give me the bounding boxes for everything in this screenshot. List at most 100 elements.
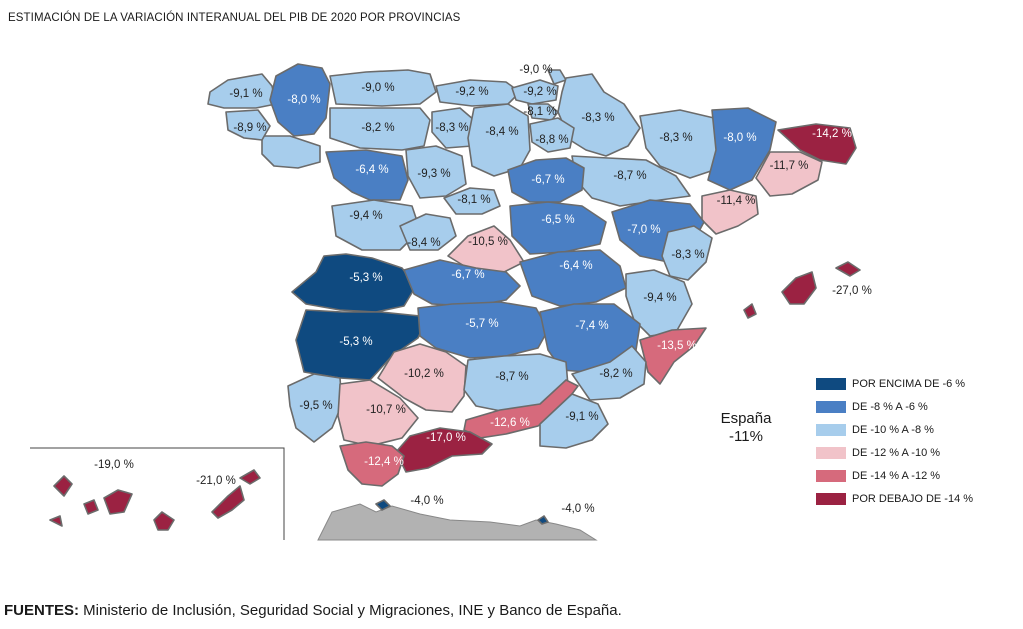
province-girona [777,123,857,165]
province-castellon [661,225,713,281]
legend-label: DE -10 % A -8 % [852,423,934,436]
sources-text: Ministerio de Inclusión, Seguridad Socia… [79,602,622,619]
province-larioja [529,117,575,153]
province-label-murcia: -8,2 % [599,368,632,380]
province-zamora [325,149,409,201]
province-vizcaya [511,79,559,105]
province-label-palencia: -8,3 % [435,122,468,134]
province-asturias [269,63,331,137]
province-melilla [537,515,549,525]
province-alava [527,103,559,121]
province-ciudadreal [417,301,549,359]
province-label-badajoz: -5,3 % [339,336,372,348]
legend-swatch [816,423,846,436]
province-segovia [443,187,501,215]
province-label-burgos: -8,4 % [485,126,518,138]
province-cuenca [519,249,627,307]
province-navarra [557,73,641,157]
province-barcelona [755,151,823,197]
province-label-tarragona: -11,4 % [717,195,756,207]
province-label-castellon: -8,3 % [671,249,704,261]
province-baleares [743,261,861,319]
north-africa-coast [317,503,598,541]
province-label-teruel: -7,0 % [627,224,660,236]
province-label-guipuzcoa: -9,0 % [519,64,552,76]
province-label-cadiz: -12,4 % [364,456,404,468]
province-label-toledo: -6,7 % [451,269,484,281]
province-label-alicante: -13,5 % [657,340,697,352]
legend-swatch [816,469,846,482]
province-label-melilla: -4,0 % [561,503,594,515]
province-label-valladolid: -9,3 % [417,168,450,180]
province-murcia [571,345,647,401]
province-almeria [539,393,609,449]
province-cadiz [339,441,405,487]
province-ceuta [375,499,391,511]
province-label-salamanca: -9,4 % [349,210,382,222]
province-label-zaragoza: -8,7 % [613,170,646,182]
province-label-coruna: -9,1 % [229,88,262,100]
legend-label: DE -14 % A -12 % [852,469,941,482]
province-label-cuenca: -6,4 % [559,260,592,272]
province-label-valencia: -9,4 % [643,292,676,304]
legend-item: POR DEBAJO DE -14 % [816,487,973,510]
province-label-baleares: -27,0 % [832,285,872,297]
province-label-laspalmas: -21,0 % [196,475,236,487]
legend-swatch [816,377,846,390]
legend-item: DE -14 % A -12 % [816,464,973,487]
province-label-pontevedra: -8,9 % [233,122,266,134]
province-lugo [435,79,521,107]
province-label-madrid: -10,5 % [468,236,508,248]
province-label-avila: -8,4 % [407,237,440,249]
province-label-sevilla: -10,7 % [366,404,406,416]
legend-item: DE -8 % A -6 % [816,395,973,418]
province-label-cantabria: -9,0 % [361,82,394,94]
province-label-granada: -12,6 % [490,417,530,429]
province-label-albacete: -7,4 % [575,320,608,332]
province-label-guadalajara: -6,5 % [541,214,574,226]
province-label-caceres: -5,3 % [349,272,382,284]
province-label-almeria: -9,1 % [565,411,598,423]
province-leon [329,107,431,151]
province-label-barcelona: -11,7 % [770,160,809,172]
province-label-segovia: -8,1 % [457,194,490,206]
province-label-lleida: -8,0 % [723,132,756,144]
legend: POR ENCIMA DE -6 % DE -8 % A -6 % DE -10… [816,372,973,510]
province-label-vizcaya: -9,2 % [523,86,556,98]
province-label-malaga: -17,0 % [426,432,466,444]
province-valladolid [405,145,467,199]
map-title: ESTIMACIÓN DE LA VARIACIÓN INTERANUAL DE… [8,12,461,24]
province-sevilla [337,379,419,447]
province-alicante [639,327,707,385]
legend-swatch [816,446,846,459]
province-label-jaen: -8,7 % [495,371,528,383]
legend-swatch [816,400,846,413]
province-zaragoza [571,155,691,207]
province-label-huesca: -8,3 % [659,132,692,144]
legend-item: DE -12 % A -10 % [816,441,973,464]
province-laspalmas [153,469,261,531]
province-label-ciudadreal: -5,7 % [465,318,498,330]
spain-total-name: España [720,410,772,427]
province-ourense [261,135,321,169]
legend-label: DE -12 % A -10 % [852,446,941,459]
province-label-leon: -8,2 % [361,122,394,134]
province-badajoz [295,309,431,381]
province-huelva [287,373,343,443]
legend-label: POR ENCIMA DE -6 % [852,377,966,390]
province-toledo [403,259,521,307]
province-label-navarra: -8,3 % [581,112,614,124]
province-avila [399,213,457,251]
province-lleida [707,107,777,191]
province-guadalajara [509,201,607,255]
sources-label: FUENTES: [4,602,79,619]
province-label-ceuta: -4,0 % [410,495,443,507]
legend-label: DE -8 % A -6 % [852,400,928,413]
province-label-alava: -8,1 % [523,106,556,118]
legend-item: POR ENCIMA DE -6 % [816,372,973,395]
province-pontevedra [225,109,271,141]
province-malaga [395,427,493,473]
province-soria [507,157,585,203]
legend-label: POR DEBAJO DE -14 % [852,492,974,505]
